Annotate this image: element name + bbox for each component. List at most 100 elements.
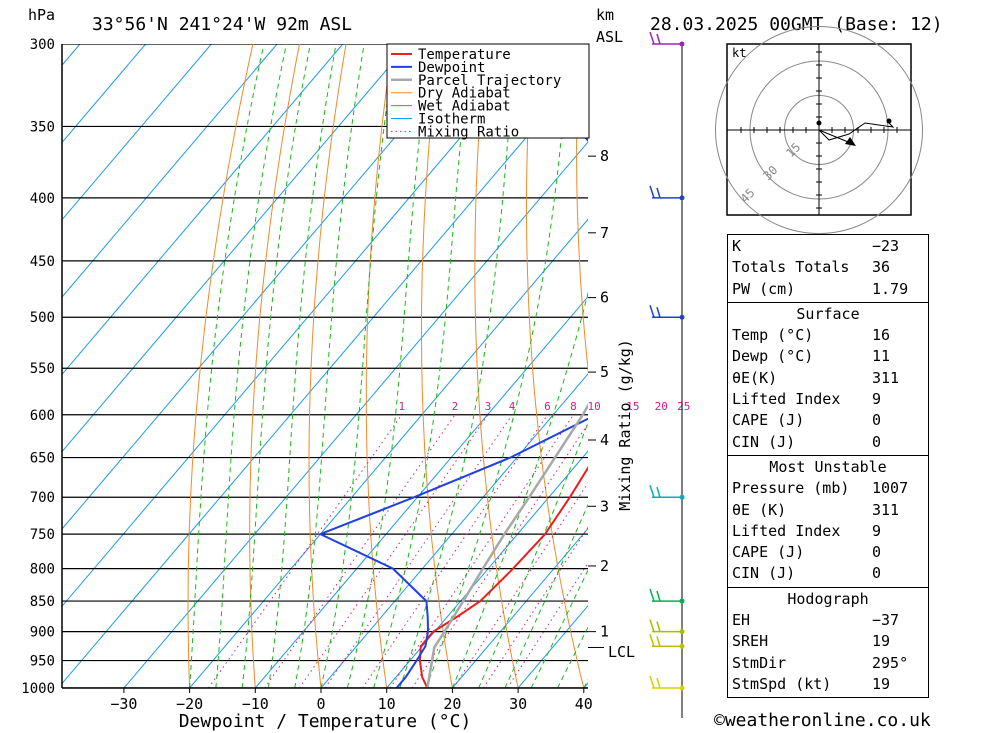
hodograph-start-dot bbox=[816, 120, 822, 126]
wind-barb-flag bbox=[656, 33, 661, 45]
x-tick-label: 20 bbox=[443, 695, 461, 713]
legend-entry: Wet Adiabat bbox=[418, 99, 511, 115]
km-unit-label: km bbox=[596, 6, 614, 24]
dry-adiabat-line bbox=[625, 44, 715, 688]
index-label: CIN (J) bbox=[732, 564, 796, 583]
index-label: Pressure (mb) bbox=[732, 479, 850, 498]
wet-adiabat-line bbox=[530, 568, 588, 688]
mixing-ratio-line bbox=[264, 414, 456, 688]
wet-adiabat-line bbox=[320, 44, 396, 688]
indices-panel: K −23 Totals Totals 36 PW (cm) 1.79 Surface T… bbox=[727, 234, 929, 699]
wind-barb-flag bbox=[656, 636, 661, 647]
dry-adiabat-line bbox=[474, 44, 519, 688]
general-indices-section: K −23 Totals Totals 36 PW (cm) 1.79 bbox=[728, 235, 928, 303]
hodograph-trace bbox=[818, 120, 895, 141]
index-value: 311 bbox=[872, 500, 900, 519]
wind-barb-flag bbox=[649, 185, 655, 199]
dry-adiabat-line bbox=[187, 44, 254, 688]
wind-barb-flag bbox=[649, 619, 655, 632]
wind-level-dot bbox=[679, 685, 685, 691]
x-axis-label: Dewpoint / Temperature (°C) bbox=[179, 711, 472, 732]
index-row: θE(K) 311 bbox=[728, 368, 928, 389]
isotherm-line bbox=[123, 141, 588, 688]
mixing-ratio-line bbox=[208, 414, 403, 688]
index-row: θE (K) 311 bbox=[728, 500, 928, 521]
km-tick-label: 4 bbox=[600, 431, 609, 449]
legend-entry: Mixing Ratio bbox=[418, 124, 519, 140]
index-label: EH bbox=[732, 611, 751, 630]
most-unstable-section: Most Unstable Pressure (mb) 1007 θE (K) 311… bbox=[728, 456, 928, 588]
isotherm-line bbox=[62, 44, 541, 608]
index-label: StmSpd (kt) bbox=[732, 674, 832, 693]
hodograph-ring bbox=[715, 26, 923, 234]
x-tick-label: 40 bbox=[575, 695, 593, 713]
index-label: CAPE (J) bbox=[732, 543, 805, 562]
wind-barb-flag bbox=[649, 305, 655, 318]
pressure-tick-label: 300 bbox=[30, 37, 55, 53]
index-value: 19 bbox=[872, 674, 891, 693]
mixing-ratio-axis-label: Mixing Ratio (g/kg) bbox=[616, 339, 634, 511]
wind-barb-flag bbox=[649, 484, 655, 498]
mixing-ratio-label: 15 bbox=[626, 400, 639, 413]
legend-entry: Dry Adiabat bbox=[418, 86, 511, 102]
pressure-tick-label: 450 bbox=[30, 254, 55, 270]
km-tick-label: 2 bbox=[600, 557, 609, 575]
pressure-tick-label: 600 bbox=[30, 408, 55, 424]
wet-adiabat-line bbox=[425, 44, 571, 688]
isotherm-line bbox=[452, 527, 588, 688]
km-tick-label: 8 bbox=[600, 147, 609, 165]
index-row: EH −37 bbox=[728, 610, 928, 631]
wind-level-dot bbox=[679, 314, 685, 320]
x-tick-label: 10 bbox=[378, 695, 396, 713]
pressure-tick-label: 950 bbox=[30, 654, 55, 670]
wind-barb-flag bbox=[649, 31, 655, 45]
pressure-tick-label: 550 bbox=[30, 361, 55, 377]
mixing-ratio-label: 6 bbox=[544, 400, 551, 413]
index-value: 1.79 bbox=[872, 279, 909, 298]
index-value: −37 bbox=[872, 611, 900, 630]
isotherm-line bbox=[386, 450, 588, 688]
km-tick-label: 5 bbox=[600, 363, 609, 381]
wet-adiabat-line bbox=[189, 44, 265, 688]
mixing-ratio-line bbox=[452, 482, 588, 688]
index-value: −23 bbox=[872, 237, 900, 255]
index-row: Lifted Index 9 bbox=[728, 389, 928, 410]
isotherm-line bbox=[320, 373, 588, 688]
index-label: θE (K) bbox=[732, 500, 787, 519]
index-label: PW (cm) bbox=[732, 279, 796, 298]
x-tick-label: −30 bbox=[110, 695, 137, 713]
legend-box bbox=[386, 43, 590, 139]
index-value: 295° bbox=[872, 653, 909, 672]
x-tick-label: 0 bbox=[316, 695, 325, 713]
mixing-ratio-label: 10 bbox=[588, 400, 601, 413]
wind-barb-flag bbox=[656, 187, 661, 199]
dry-adiabat-line bbox=[365, 44, 394, 688]
index-value: 11 bbox=[872, 347, 891, 366]
mixing-ratio-line bbox=[299, 414, 489, 688]
pressure-tick-label: 850 bbox=[30, 594, 55, 610]
index-value: 0 bbox=[872, 411, 882, 430]
index-row: PW (cm) 1.79 bbox=[728, 279, 928, 300]
wind-level-dot bbox=[679, 195, 685, 201]
wind-level-dot bbox=[679, 629, 685, 635]
wind-barb-flag bbox=[656, 677, 661, 689]
km-tick-label: 7 bbox=[600, 224, 609, 242]
wind-level-dot bbox=[679, 41, 685, 47]
mixing-ratio-label: 25 bbox=[677, 400, 690, 413]
pressure-tick-label: 750 bbox=[30, 527, 55, 543]
pressure-tick-label: 900 bbox=[30, 625, 55, 641]
temperature-profile bbox=[418, 466, 588, 688]
wind-barb-flag bbox=[656, 621, 661, 632]
index-label: CAPE (J) bbox=[732, 411, 805, 430]
mixing-ratio-label: 4 bbox=[509, 400, 516, 413]
mixing-ratio-label: 1 bbox=[398, 400, 405, 413]
index-value: 0 bbox=[872, 432, 882, 451]
section-title: Most Unstable bbox=[769, 457, 887, 476]
wind-barb-flag bbox=[656, 487, 661, 498]
footer-credit: ©weatheronline.co.uk bbox=[714, 710, 931, 731]
wet-adiabat-line bbox=[294, 44, 365, 688]
dry-adiabat-line bbox=[526, 44, 585, 688]
index-label: θE(K) bbox=[732, 368, 778, 387]
